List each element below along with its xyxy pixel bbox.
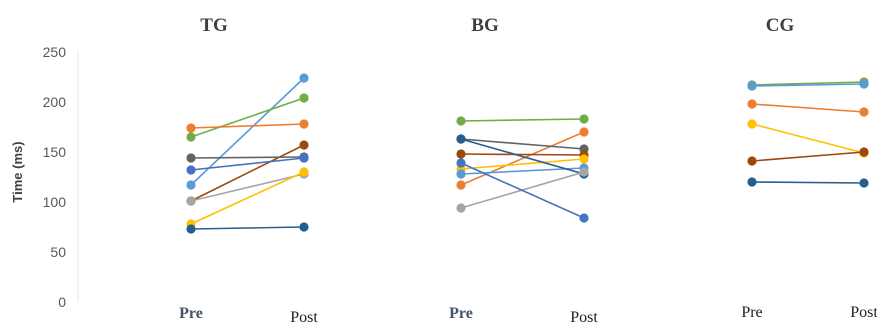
data-point: [299, 93, 309, 103]
series-line: [460, 158, 585, 170]
data-point: [747, 81, 757, 91]
data-point: [299, 140, 309, 150]
y-axis-ticks: 0 50 100 150 200 250: [43, 44, 67, 310]
y-tick-label: 50: [50, 244, 66, 260]
series-line: [751, 83, 865, 87]
series-line: [190, 156, 305, 159]
y-tick-label: 0: [58, 294, 66, 310]
data-point: [186, 196, 196, 206]
series: [747, 99, 869, 117]
series-line: [190, 157, 305, 171]
series-line: [190, 77, 305, 186]
y-tick-label: 150: [43, 144, 67, 160]
series-line: [190, 226, 305, 230]
chart-panels: TG Pre Post BG Pre Post CG Pre Post: [179, 15, 877, 325]
series: [186, 153, 309, 175]
series: [186, 73, 309, 190]
data-point: [579, 114, 589, 124]
data-point: [186, 132, 196, 142]
y-tick-label: 200: [43, 94, 67, 110]
series-line: [190, 123, 305, 129]
series-line: [460, 138, 585, 150]
series: [747, 177, 869, 188]
series-line: [751, 123, 865, 154]
data-point: [456, 180, 466, 190]
data-point: [859, 107, 869, 117]
data-point: [299, 153, 309, 163]
data-point: [747, 119, 757, 129]
series-line: [190, 144, 305, 202]
data-point: [186, 123, 196, 133]
series: [747, 119, 869, 158]
series-line: [751, 181, 865, 184]
panel-title: BG: [471, 15, 499, 36]
y-tick-label: 250: [43, 44, 67, 60]
series-line: [460, 153, 585, 156]
data-point: [859, 178, 869, 188]
series-line: [190, 171, 305, 225]
x-tick-label: Post: [850, 304, 877, 321]
data-point: [299, 222, 309, 232]
series: [456, 127, 589, 190]
series-line: [460, 162, 585, 219]
panel-bg: BG Pre Post: [449, 15, 598, 325]
data-point: [456, 149, 466, 159]
series-line: [751, 81, 865, 86]
data-point: [747, 99, 757, 109]
data-point: [299, 167, 309, 177]
data-point: [579, 154, 589, 164]
y-axis-label: Time (ms): [10, 141, 25, 202]
series: [186, 119, 309, 133]
data-point: [456, 134, 466, 144]
data-point: [579, 167, 589, 177]
series-line: [751, 103, 865, 113]
data-point: [186, 153, 196, 163]
series-line: [751, 151, 865, 162]
x-tick-label: Post: [290, 309, 318, 325]
series-line: [190, 97, 305, 138]
series: [456, 114, 589, 126]
series: [186, 222, 309, 234]
data-point: [747, 156, 757, 166]
series: [747, 147, 869, 166]
data-point: [747, 177, 757, 187]
data-point: [456, 158, 466, 168]
y-tick-label: 100: [43, 194, 67, 210]
x-tick-label: Pre: [449, 305, 473, 322]
panel-title: CG: [766, 15, 795, 36]
series: [747, 79, 869, 91]
panel-cg: CG Pre Post: [741, 15, 877, 321]
series-line: [190, 173, 305, 202]
series: [186, 93, 309, 142]
series: [186, 169, 309, 206]
data-point: [186, 165, 196, 175]
data-point: [859, 79, 869, 89]
data-point: [299, 73, 309, 83]
data-point: [859, 147, 869, 157]
data-point: [456, 116, 466, 126]
x-tick-label: Post: [570, 309, 598, 325]
panel-tg: TG Pre Post: [179, 15, 318, 325]
series: [456, 158, 589, 223]
data-point: [456, 169, 466, 179]
data-point: [186, 180, 196, 190]
data-point: [579, 127, 589, 137]
series-line: [460, 138, 585, 175]
panel-title: TG: [200, 15, 228, 36]
data-point: [456, 203, 466, 213]
series-line: [460, 131, 585, 186]
x-tick-label: Pre: [179, 305, 203, 322]
data-point: [186, 224, 196, 234]
series-line: [460, 118, 585, 122]
data-point: [579, 213, 589, 223]
data-point: [299, 119, 309, 129]
x-tick-label: Pre: [741, 304, 762, 321]
series: [186, 152, 309, 163]
